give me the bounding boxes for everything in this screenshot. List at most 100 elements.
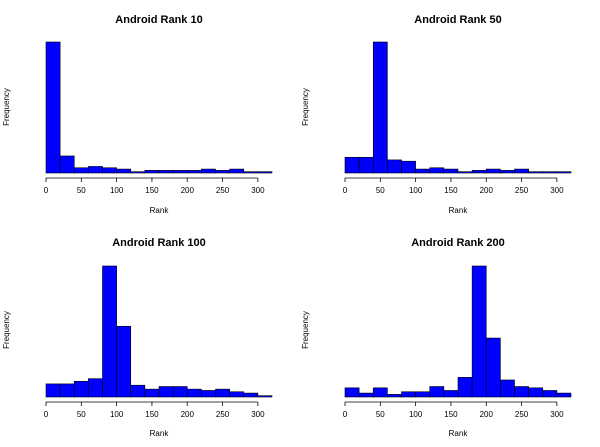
x-ticks: 0 50 100 150 200 250 300 (44, 402, 265, 419)
histogram-bar (215, 170, 230, 174)
x-tick-label: 50 (376, 410, 385, 419)
x-tick-label: 0 (44, 410, 49, 419)
y-axis-label: Frequency (2, 311, 11, 349)
histogram-bar (556, 392, 572, 398)
histogram-bar (73, 167, 89, 174)
panel-android-rank-50: Android Rank 50 Rank Frequency 0 50 100 150… (301, 14, 572, 215)
histogram-bar (401, 391, 416, 398)
histogram-bar (457, 377, 473, 398)
x-tick-label: 250 (216, 186, 230, 195)
histogram-bar (172, 170, 188, 174)
x-tick-label: 300 (550, 410, 564, 419)
histogram-bar (485, 337, 501, 398)
x-tick-label: 50 (376, 186, 385, 195)
histogram-bar (500, 379, 515, 398)
y-axis-label: Frequency (301, 88, 310, 126)
x-tick-label: 250 (515, 186, 529, 195)
x-axis-label: Rank (150, 429, 170, 438)
x-tick-label: 0 (343, 186, 348, 195)
bars (45, 41, 273, 174)
histogram-bar (158, 170, 174, 174)
histogram-bar (372, 41, 388, 174)
histogram-bar (144, 170, 160, 174)
histogram-bar (243, 171, 259, 174)
histogram-bar (73, 380, 89, 398)
histogram-bar (500, 170, 515, 174)
x-tick-label: 0 (343, 410, 348, 419)
histogram-bar (45, 383, 61, 398)
x-tick-label: 200 (480, 186, 494, 195)
histogram-bar (59, 383, 75, 398)
x-tick-label: 50 (77, 410, 86, 419)
histogram-bar (528, 387, 544, 398)
histogram-bar (116, 168, 132, 174)
histogram-bar (257, 171, 273, 174)
x-ticks: 0 50 100 150 200 250 300 (44, 178, 265, 195)
panel-title: Android Rank 200 (411, 237, 505, 249)
histogram-bar (59, 155, 75, 174)
y-axis-label: Frequency (2, 88, 11, 126)
x-tick-label: 300 (251, 186, 265, 195)
histogram-bar (215, 388, 230, 398)
histogram-bar (358, 156, 374, 174)
x-tick-label: 50 (77, 186, 86, 195)
panel-android-rank-100: Android Rank 100 Rank Frequency 0 50 100 15… (2, 237, 273, 438)
histogram-bar (457, 171, 473, 174)
x-tick-label: 150 (145, 410, 159, 419)
histogram-bar (88, 166, 103, 174)
x-tick-label: 200 (181, 410, 195, 419)
histogram-bar (201, 168, 216, 174)
histogram-bar (485, 168, 501, 174)
histogram-bar (344, 156, 360, 174)
x-tick-label: 200 (480, 410, 494, 419)
histogram-bar (387, 159, 402, 174)
histogram-bar (514, 386, 529, 398)
x-tick-label: 0 (44, 186, 49, 195)
histogram-bar (514, 168, 529, 174)
histogram-bar (144, 388, 160, 398)
histogram-bar (186, 388, 202, 398)
x-axis-label: Rank (449, 429, 469, 438)
histogram-bar (243, 392, 259, 398)
x-tick-label: 100 (110, 186, 124, 195)
histogram-bar (542, 390, 558, 398)
histogram-bar (528, 171, 544, 174)
x-tick-label: 150 (444, 410, 458, 419)
x-axis-label: Rank (150, 206, 170, 215)
histogram-bar (88, 378, 103, 398)
histogram-bar (358, 392, 374, 398)
x-tick-label: 100 (110, 410, 124, 419)
histogram-bar (415, 391, 431, 398)
histogram-bar (172, 386, 188, 398)
histogram-bar (257, 395, 273, 398)
x-axis-label: Rank (449, 206, 469, 215)
histogram-bar (429, 167, 445, 174)
bars (45, 265, 273, 398)
histogram-bar (556, 171, 572, 174)
x-tick-label: 150 (444, 186, 458, 195)
x-tick-label: 250 (216, 410, 230, 419)
panel-title: Android Rank 10 (115, 14, 202, 26)
y-axis-label: Frequency (301, 311, 310, 349)
histogram-bar (130, 384, 146, 398)
histogram-bar (372, 387, 388, 398)
histogram-bar (158, 386, 174, 398)
histogram-bar (116, 325, 132, 398)
histogram-bar (443, 168, 459, 174)
histogram-bar (471, 170, 487, 174)
histogram-bar (130, 171, 146, 174)
histogram-bar (102, 265, 117, 398)
histogram-bar (344, 387, 360, 398)
panel-android-rank-200: Android Rank 200 Rank Frequency 0 50 100 15… (301, 237, 572, 438)
panel-android-rank-10: Android Rank 10 Rank Frequency 0 50 100 150… (2, 14, 273, 215)
histogram-bar (415, 168, 431, 174)
x-tick-label: 150 (145, 186, 159, 195)
histogram-bar (471, 265, 487, 398)
histogram-bar (401, 160, 416, 174)
histogram-bar (387, 394, 402, 398)
x-tick-label: 100 (409, 186, 423, 195)
x-tick-label: 300 (550, 186, 564, 195)
histogram-bar (45, 41, 61, 174)
